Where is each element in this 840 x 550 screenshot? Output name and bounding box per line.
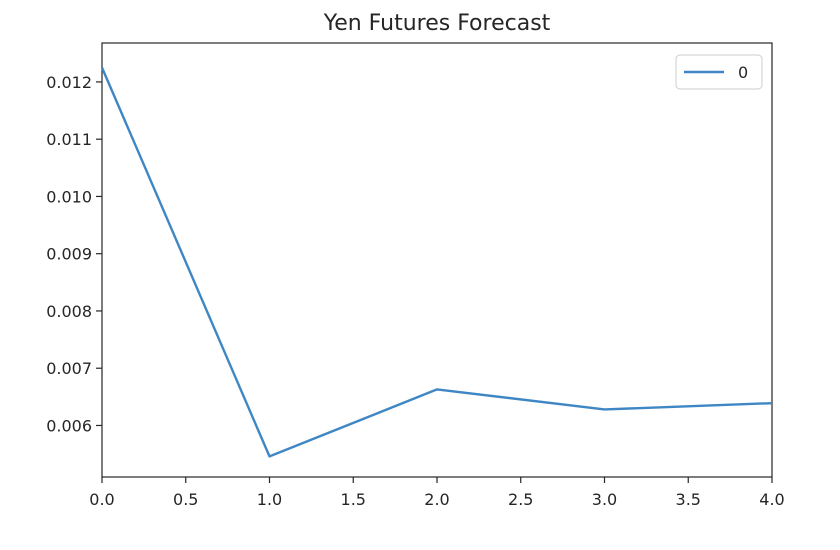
x-tick-label: 2.0 (424, 490, 449, 509)
x-tick-label: 0.0 (89, 490, 114, 509)
legend: 0 (675, 54, 763, 90)
y-tick-label: 0.012 (46, 73, 92, 92)
x-tick-label: 3.5 (676, 490, 701, 509)
x-axis: 0.0 0.5 1.0 1.5 2.0 2.5 3.0 3.5 4.0 (89, 477, 785, 509)
series-line-0 (100, 67, 773, 458)
plot-frame (101, 42, 773, 478)
x-tick-label: 3.0 (592, 490, 617, 509)
y-tick-label: 0.009 (46, 245, 92, 264)
x-tick-label: 1.5 (341, 490, 366, 509)
x-tick-label: 0.5 (173, 490, 198, 509)
y-tick-label: 0.011 (46, 130, 92, 149)
y-tick-label: 0.008 (46, 302, 92, 321)
series-layer (100, 67, 773, 458)
chart-title: Yen Futures Forecast (323, 11, 551, 36)
y-tick-label: 0.010 (46, 187, 92, 206)
x-tick-label: 1.0 (257, 490, 282, 509)
y-tick-label: 0.007 (46, 359, 92, 378)
legend-label: 0 (738, 63, 748, 82)
x-tick-label: 4.0 (759, 490, 784, 509)
x-tick-label: 2.5 (508, 490, 533, 509)
y-axis: 0.006 0.007 0.008 0.009 0.010 0.011 0.012 (46, 73, 102, 435)
plot-area (101, 42, 773, 478)
y-tick-label: 0.006 (46, 416, 92, 435)
